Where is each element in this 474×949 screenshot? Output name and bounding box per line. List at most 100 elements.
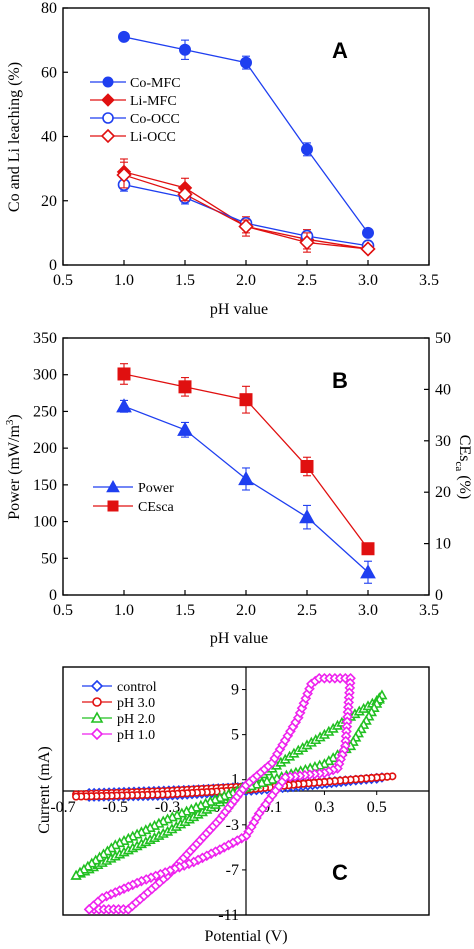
legend-marker-pH-3.0: [92, 697, 102, 707]
legend-label-Power: Power: [138, 481, 174, 496]
legend-marker-control: [90, 679, 104, 693]
data-point-Power: [360, 564, 376, 579]
panel-a: 0.5 1.0 1.5 2.0 2.5 3.0 3.5 0 20 40 60 80 A pH valu…: [6, 0, 439, 318]
data-point-CEsca: [239, 393, 253, 407]
panel-c-ylabel: Current (mA): [36, 746, 53, 834]
panel-a-xtick-label: 1.5: [175, 272, 195, 289]
panel-b-xtick-label: 1.0: [114, 602, 134, 619]
panel-a-ytick-label: 60: [41, 64, 57, 81]
legend-label-pH-3.0: pH 3.0: [117, 696, 155, 711]
legend-marker-Co-OCC: [102, 112, 114, 124]
panel-a-xtick-label: 3.0: [358, 272, 378, 289]
panel-b-xtick-label: 3.0: [358, 602, 378, 619]
panel-b-ytick-left-label: 50: [41, 550, 57, 567]
data-point-CEsca: [361, 542, 375, 556]
panel-b-legend: Power CEsca: [93, 479, 175, 515]
panel-b-xtick-label: 1.5: [175, 602, 195, 619]
panel-c-ytick-label: -7: [226, 862, 239, 879]
legend-label-Li-MFC: Li-MFC: [130, 94, 177, 109]
panel-a-ytick-label: 0: [49, 257, 57, 274]
panel-b-ytick-left-label: 100: [33, 514, 57, 531]
legend-marker-Li-MFC: [101, 93, 115, 107]
legend-label-pH-2.0: pH 2.0: [117, 712, 155, 727]
panel-b-letter: B: [332, 368, 348, 393]
data-point-Co-MFC: [118, 30, 130, 43]
panel-c-xtick-label: 0.5: [367, 799, 387, 816]
panel-a-legend: Co-MFC Li-MFC Co-OCC Li-OCC: [90, 76, 181, 145]
legend-marker-Power: [106, 479, 120, 493]
data-point-pH-2.0: [70, 869, 82, 880]
panel-a-xtick-label: 2.0: [236, 272, 256, 289]
panel-b: 0.5 1.0 1.5 2.0 2.5 3.0 3.50501001502002503003…: [4, 330, 473, 647]
panel-b-ytick-right-label: 20: [435, 484, 451, 501]
panel-a-xlabel: pH value: [210, 301, 268, 318]
panel-c-ytick-label: 1: [231, 772, 239, 789]
panel-c-xtick-label: -0.5: [103, 799, 128, 816]
panel-a-letter: A: [332, 38, 348, 63]
panel-b-ytick-right-label: 40: [435, 381, 451, 398]
legend-label-Co-OCC: Co-OCC: [130, 112, 180, 127]
legend-marker-CEsca: [107, 500, 119, 512]
panel-b-xtick-label: 0.5: [53, 602, 73, 619]
panel-b-ytick-right-label: 50: [435, 330, 451, 347]
legend-marker-pH-2.0: [90, 711, 104, 723]
panel-b-ylabel-right-sub: ca: [453, 461, 465, 471]
legend-marker-Co-MFC: [102, 76, 114, 88]
panel-b-ytick-left-label: 200: [33, 440, 57, 457]
panel-a-ytick-label: 20: [41, 193, 57, 210]
panel-b-axes: 0.5 1.0 1.5 2.0 2.5 3.0 3.50501001502002503003…: [33, 330, 451, 619]
panel-b-xlabel: pH value: [210, 630, 268, 647]
panel-c-xlabel: Potential (V): [204, 928, 287, 945]
panel-b-ytick-left-label: 300: [33, 367, 57, 384]
data-point-Co-MFC: [179, 43, 191, 56]
legend-label-control: control: [117, 680, 157, 695]
panel-b-ytick-left-label: 350: [33, 330, 57, 347]
panel-b-ylabel-left-tail: ): [6, 414, 23, 419]
panel-a-xtick-label: 2.5: [297, 272, 317, 289]
panel-b-ytick-left-label: 0: [49, 587, 57, 604]
panel-a-ylabel: Co and Li leaching (%): [6, 62, 23, 212]
panel-b-ylabel-left-main: Power (mW/m: [6, 425, 23, 520]
data-point-pH-1.0: [83, 904, 95, 915]
panel-b-ytick-left-label: 250: [33, 403, 57, 420]
data-point-Li-OCC: [360, 241, 376, 257]
panel-a-xtick-label: 3.5: [419, 272, 439, 289]
legend-marker-pH-1.0: [90, 727, 104, 741]
panel-b-ytick-right-label: 0: [435, 587, 443, 604]
panel-b-ylabel-right-tail: (%): [456, 471, 473, 499]
panel-b-ylabel-left: Power (mW/m3): [4, 414, 23, 519]
data-point-CEsca: [178, 380, 192, 394]
panel-c-ytick-label: -11: [218, 907, 239, 924]
data-point-Co-MFC: [362, 226, 374, 239]
data-point-pH-3.0: [72, 792, 81, 801]
panel-a-ytick-label: 40: [41, 129, 57, 146]
legend-label-Co-MFC: Co-MFC: [130, 76, 181, 91]
panel-c-xtick-label: 0.3: [314, 799, 334, 816]
data-point-Co-MFC: [240, 56, 252, 69]
panel-b-ytick-right-label: 10: [435, 536, 451, 553]
data-point-Co-MFC: [301, 143, 313, 156]
panel-b-ytick-left-label: 150: [33, 477, 57, 494]
data-point-Li-OCC: [116, 167, 132, 183]
data-point-Power: [116, 398, 132, 413]
series-line-Li-OCC: [123, 174, 369, 250]
data-point-CEsca: [117, 367, 131, 381]
legend-label-Li-OCC: Li-OCC: [130, 130, 176, 145]
data-point-Power: [238, 470, 254, 486]
panel-b-ylabel-left-sup: 3: [4, 419, 16, 425]
data-point-Li-OCC: [299, 234, 315, 251]
panel-c-marks: [70, 672, 397, 915]
panel-c-ytick-label: 5: [231, 727, 239, 744]
panel-b-ylabel-right: CEsca (%): [453, 435, 473, 499]
panel-b-ytick-right-label: 30: [435, 433, 451, 450]
data-point-Power: [177, 421, 193, 436]
data-point-CEsca: [300, 460, 314, 473]
panel-b-xtick-label: 2.0: [236, 602, 256, 619]
panel-b-marks: [116, 363, 376, 584]
panel-a-xtick-label: 1.0: [114, 272, 134, 289]
panel-c-letter: C: [332, 860, 348, 885]
legend-label-pH-1.0: pH 1.0: [117, 728, 155, 743]
